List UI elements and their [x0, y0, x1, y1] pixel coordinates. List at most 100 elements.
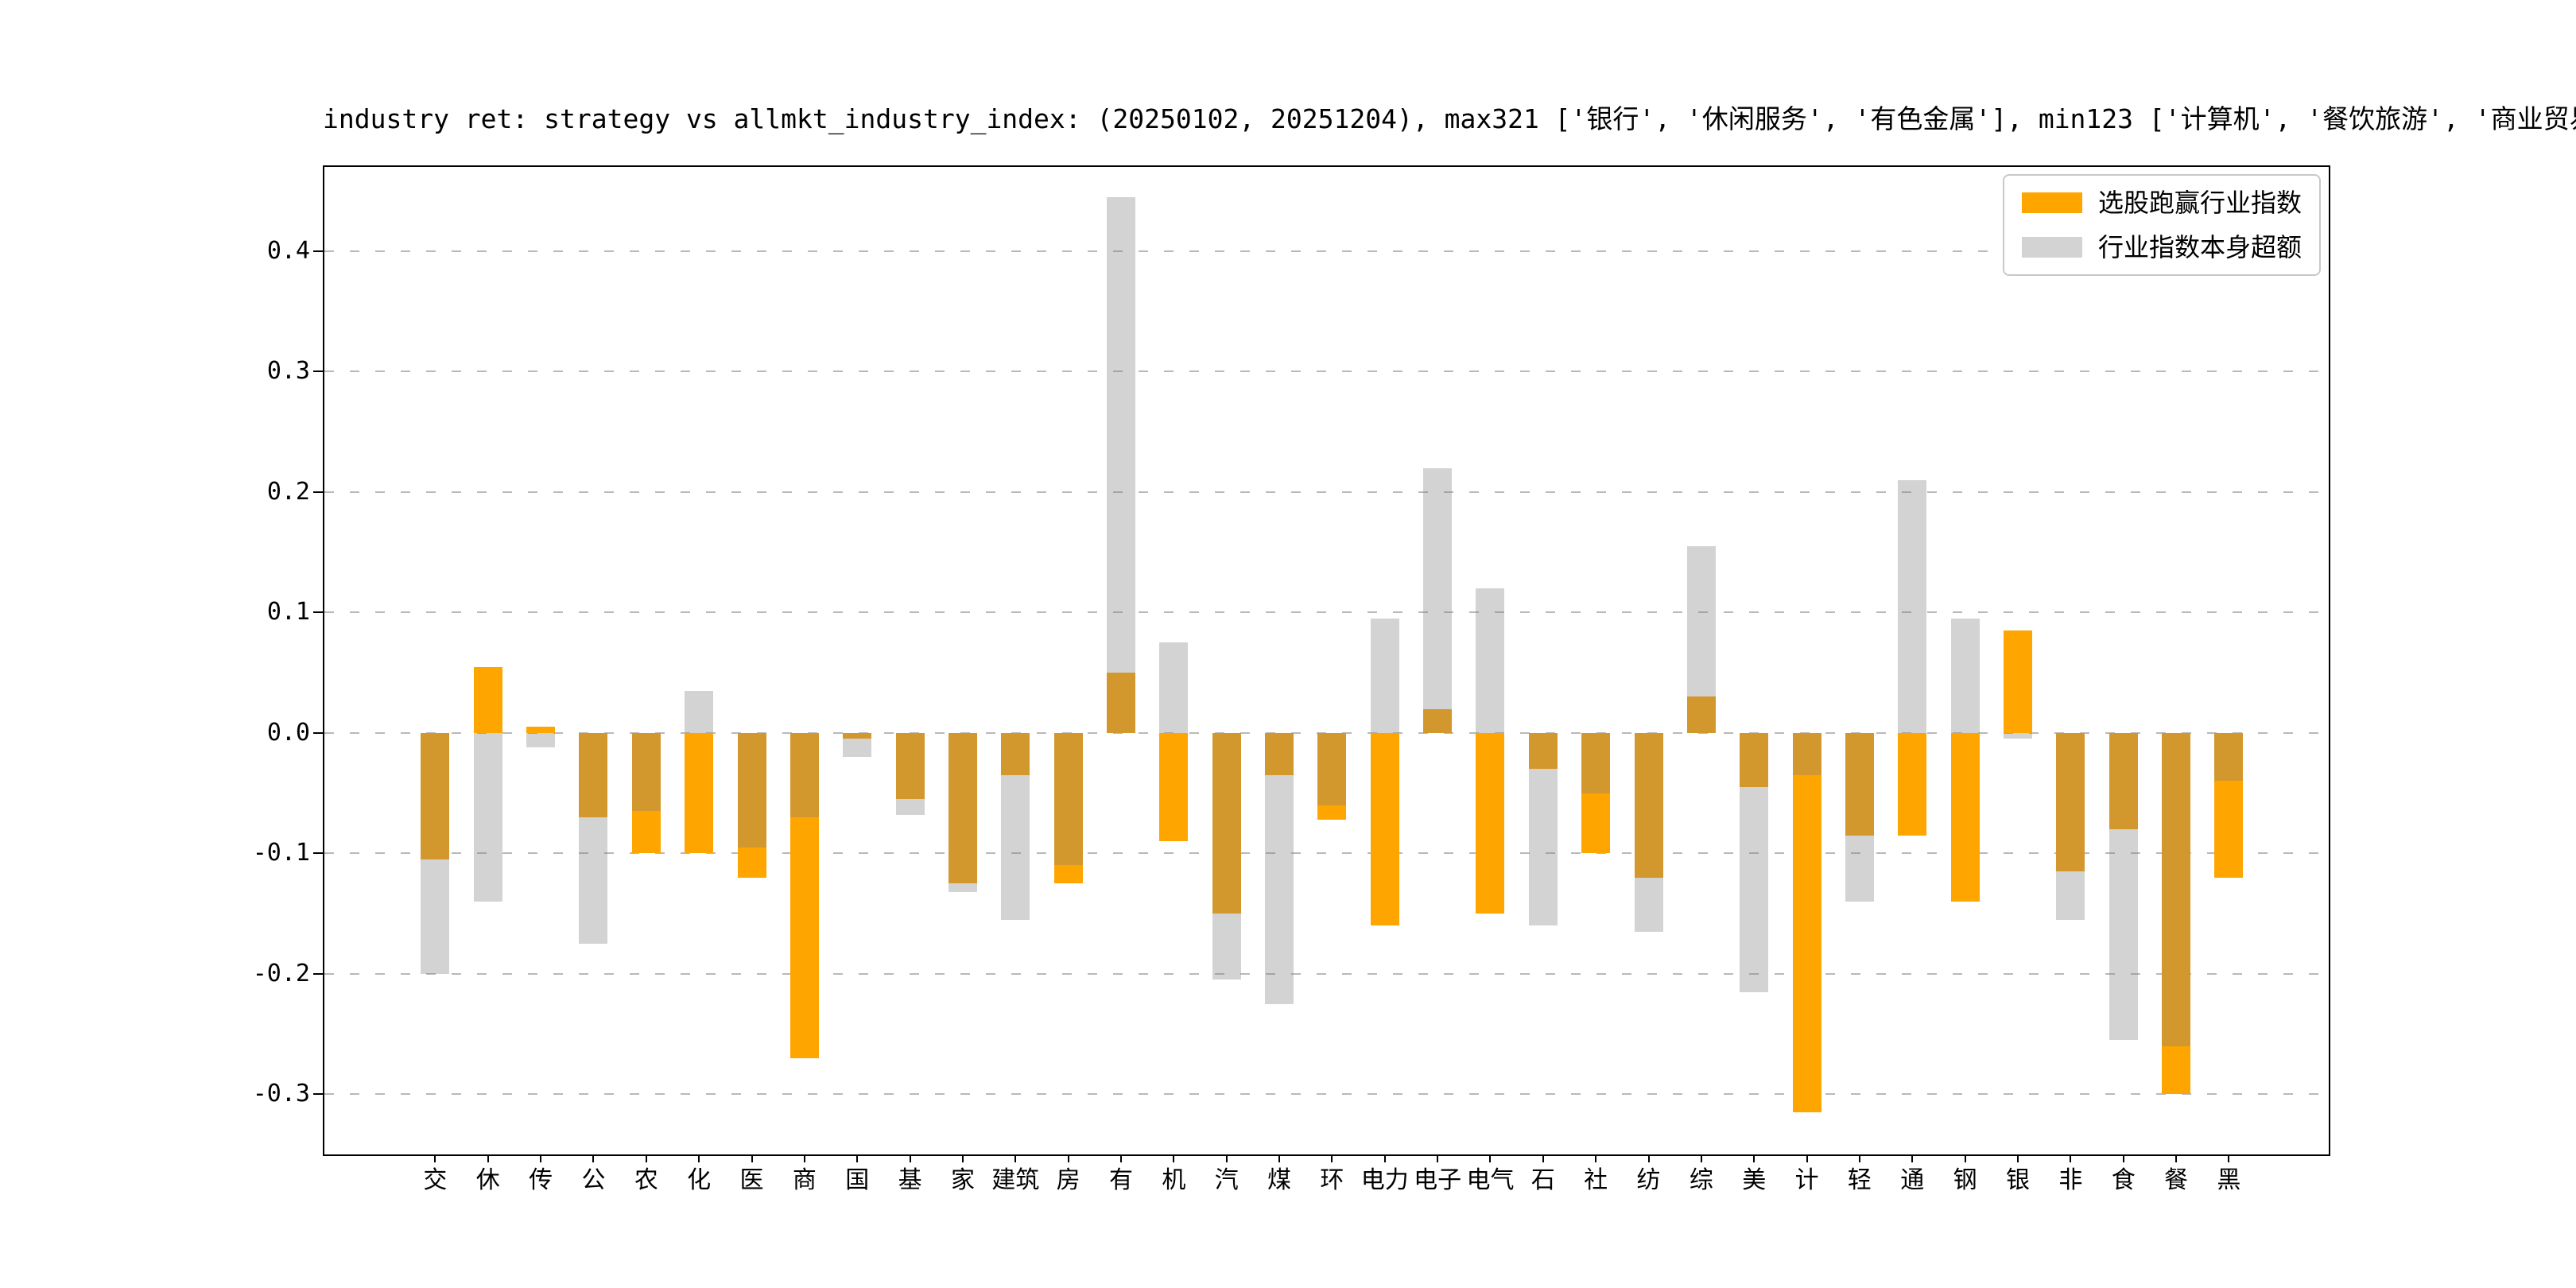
- bar-index: [1476, 588, 1505, 733]
- x-tick-mark: [1331, 1154, 1333, 1162]
- bar-index: [2003, 732, 2032, 739]
- x-tick-label: 餐: [2164, 1166, 2189, 1194]
- bar-index: [1686, 546, 1716, 733]
- bar-strategy: [1001, 732, 1030, 775]
- bar-strategy: [2162, 732, 2191, 1095]
- bar-strategy: [843, 732, 872, 739]
- x-tick-label: 美: [1742, 1166, 1767, 1194]
- bar-strategy: [1740, 732, 1769, 788]
- x-tick-mark: [2228, 1154, 2230, 1162]
- x-tick-mark: [1437, 1154, 1439, 1162]
- bar-strategy: [2003, 630, 2032, 733]
- x-tick-label: 银: [2005, 1166, 2030, 1194]
- bar-index: [2109, 732, 2138, 1041]
- x-tick-label: 电气: [1466, 1166, 1515, 1194]
- x-tick-mark: [1278, 1154, 1281, 1162]
- bar-index: [1423, 467, 1453, 733]
- legend-swatch-strategy-icon: [2021, 192, 2082, 213]
- bar-index: [685, 690, 714, 733]
- x-tick-mark: [1119, 1154, 1122, 1162]
- bar-strategy: [421, 732, 450, 859]
- x-tick-mark: [1964, 1154, 1966, 1162]
- bar-strategy: [1845, 732, 1874, 836]
- bar-index: [1265, 732, 1294, 1004]
- x-tick-mark: [1753, 1154, 1755, 1162]
- bar-strategy: [895, 732, 925, 800]
- x-tick-label: 综: [1689, 1166, 1713, 1194]
- x-tick-label: 有: [1108, 1166, 1133, 1194]
- bar-strategy: [948, 732, 977, 884]
- chart-title: industry ret: strategy vs allmkt_industr…: [323, 103, 2576, 134]
- x-tick-label: 轻: [1847, 1166, 1872, 1194]
- bar-index: [1845, 732, 1874, 902]
- bar-strategy: [1476, 732, 1505, 914]
- bar-strategy: [1686, 696, 1716, 733]
- legend-label-index: 行业指数本身超额: [2097, 232, 2302, 262]
- bar-index: [579, 732, 608, 944]
- bar-index: [1001, 732, 1030, 920]
- y-tick-mark: [313, 1093, 323, 1096]
- x-tick-label: 非: [2058, 1166, 2083, 1194]
- y-tick-label: 0.3: [266, 357, 310, 386]
- gridline: [324, 250, 2329, 253]
- y-tick-label: -0.3: [252, 1080, 310, 1108]
- x-tick-mark: [1383, 1154, 1386, 1162]
- bar-index: [1950, 618, 1980, 733]
- bar-index: [1053, 732, 1083, 866]
- bar-index: [1370, 618, 1399, 733]
- plot-area: 选股跑赢行业指数 行业指数本身超额 0.4 0.3 0.2 0.1 0.0 -0.1 -0.…: [253, 165, 2330, 1194]
- x-tick-mark: [1806, 1154, 1808, 1162]
- y-tick-label: 0.4: [266, 237, 310, 266]
- y-tick-mark: [313, 491, 323, 493]
- x-tick-label: 家: [950, 1166, 975, 1194]
- bar-strategy: [1423, 708, 1453, 733]
- legend-label-strategy: 选股跑赢行业指数: [2097, 188, 2302, 218]
- bar-strategy: [1265, 732, 1294, 775]
- bar-strategy: [2056, 732, 2085, 872]
- x-tick-label: 公: [581, 1166, 606, 1194]
- gridline: [324, 611, 2329, 614]
- x-tick-mark: [434, 1154, 436, 1162]
- x-tick-mark: [1067, 1154, 1069, 1162]
- y-tick-label: -0.1: [252, 839, 310, 867]
- x-tick-label: 汽: [1214, 1166, 1239, 1194]
- bar-index: [737, 732, 766, 848]
- bar-index: [1792, 732, 1821, 775]
- x-tick-mark: [540, 1154, 542, 1162]
- legend-swatch-index-icon: [2021, 237, 2082, 258]
- bar-strategy: [1634, 732, 1663, 878]
- gridline: [324, 370, 2329, 373]
- bar-index: [1317, 732, 1347, 805]
- bar-strategy: [473, 666, 502, 733]
- legend-item-index: 行业指数本身超额: [2021, 231, 2302, 263]
- gridline: [324, 1093, 2329, 1096]
- x-tick-label: 交: [423, 1166, 448, 1194]
- y-tick-mark: [313, 731, 323, 734]
- bar-strategy: [789, 732, 819, 1058]
- bar-index: [1106, 196, 1135, 733]
- x-tick-label: 休: [475, 1166, 500, 1194]
- x-tick-mark: [751, 1154, 753, 1162]
- bar-index: [789, 732, 819, 817]
- x-tick-mark: [961, 1154, 964, 1162]
- bar-strategy: [1317, 732, 1347, 820]
- x-tick-label: 建筑: [991, 1166, 1040, 1194]
- bar-strategy: [526, 727, 556, 733]
- bar-strategy: [1898, 732, 1927, 836]
- x-tick-label: 社: [1584, 1166, 1608, 1194]
- bar-strategy: [1528, 732, 1558, 770]
- bar-strategy: [737, 732, 766, 878]
- x-tick-mark: [856, 1154, 859, 1162]
- bar-index: [1528, 732, 1558, 926]
- x-tick-label: 基: [898, 1166, 922, 1194]
- y-tick-mark: [313, 250, 323, 253]
- bar-strategy: [1106, 673, 1135, 733]
- y-tick-label: 0.1: [266, 598, 310, 627]
- x-tick-mark: [645, 1154, 647, 1162]
- y-tick-label: -0.2: [252, 959, 310, 987]
- x-tick-label: 国: [845, 1166, 870, 1194]
- legend-item-strategy: 选股跑赢行业指数: [2021, 187, 2302, 219]
- bar-index: [1581, 732, 1611, 793]
- y-tick-mark: [313, 370, 323, 373]
